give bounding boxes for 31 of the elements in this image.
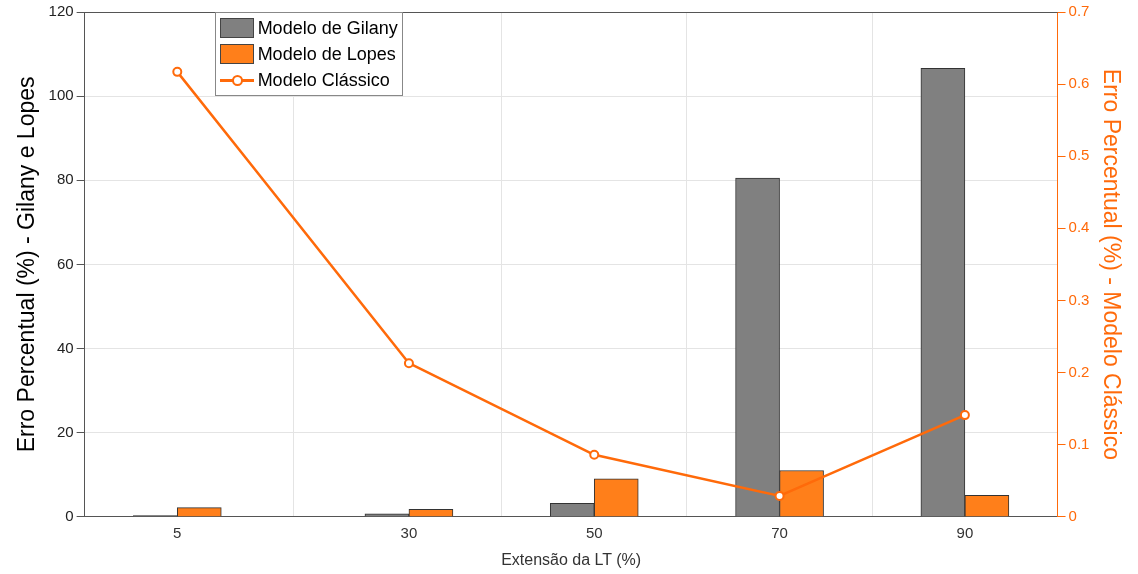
y2-tick-label: 0.6 [1068,74,1090,92]
y-tick-label: 100 [48,86,74,104]
y2-tick-label: 0.1 [1068,434,1090,452]
y-tick-label: 80 [56,170,74,188]
legend-label: Modelo de Lopes [257,43,396,65]
x-tick-label: 30 [400,523,418,541]
y2-tick-label: 0.5 [1068,146,1090,164]
y-tick-label: 120 [48,2,74,20]
y2-tick-label: 0 [1068,506,1077,524]
x-tick-label: 70 [771,523,788,541]
point [589,449,600,460]
y-tick-label: 40 [56,338,74,356]
x-tick-label: 90 [956,523,974,541]
x-axis-title: Extensão da LT (%) [501,550,642,568]
x-tick-label: 50 [585,523,603,541]
y2-axis-title: Erro Percentual (%) - Modelo Clássico [1098,68,1125,460]
x-tick-label: 5 [173,523,182,541]
point [959,410,970,421]
point [172,66,183,77]
y-axis-title: Erro Percentual (%) - Gilany e Lopes [13,76,40,453]
y-tick-label: 0 [65,506,74,524]
y2-tick-label: 0.3 [1068,290,1090,308]
y2-tick-label: 0.7 [1068,2,1090,20]
point [403,358,414,369]
legend-label: Modelo de Gilany [257,17,398,39]
y2-tick-label: 0.2 [1068,362,1090,380]
y-tick-label: 20 [56,422,74,440]
point [774,490,785,501]
y2-tick-label: 0.4 [1068,218,1090,236]
y-tick-label: 60 [56,254,74,272]
legend-label: Modelo Clássico [257,69,390,91]
